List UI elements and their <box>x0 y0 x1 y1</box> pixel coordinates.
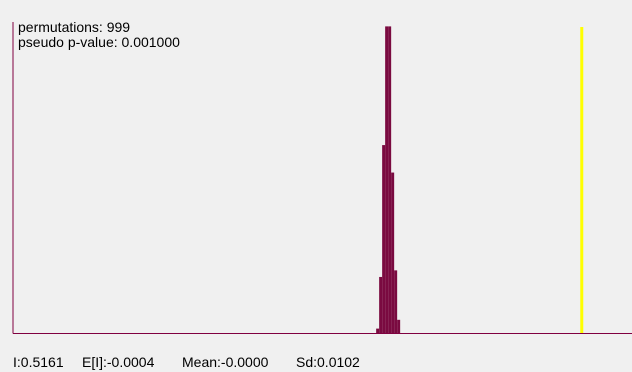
stat-label: I:0.5161 <box>13 354 64 370</box>
bar <box>379 276 383 333</box>
annotation: permutations: 999 <box>18 19 130 35</box>
stat-label: E[I]:-0.0004 <box>82 354 155 370</box>
bar <box>376 328 380 333</box>
annotation: pseudo p-value: 0.001000 <box>18 34 180 50</box>
bar <box>391 172 395 333</box>
bar <box>385 26 389 334</box>
stat-label: Mean:-0.0000 <box>182 354 269 370</box>
bar <box>388 26 392 334</box>
bar <box>397 319 401 333</box>
bar <box>382 145 386 333</box>
bar <box>394 270 398 333</box>
stat-label: Sd:0.0102 <box>296 354 360 370</box>
